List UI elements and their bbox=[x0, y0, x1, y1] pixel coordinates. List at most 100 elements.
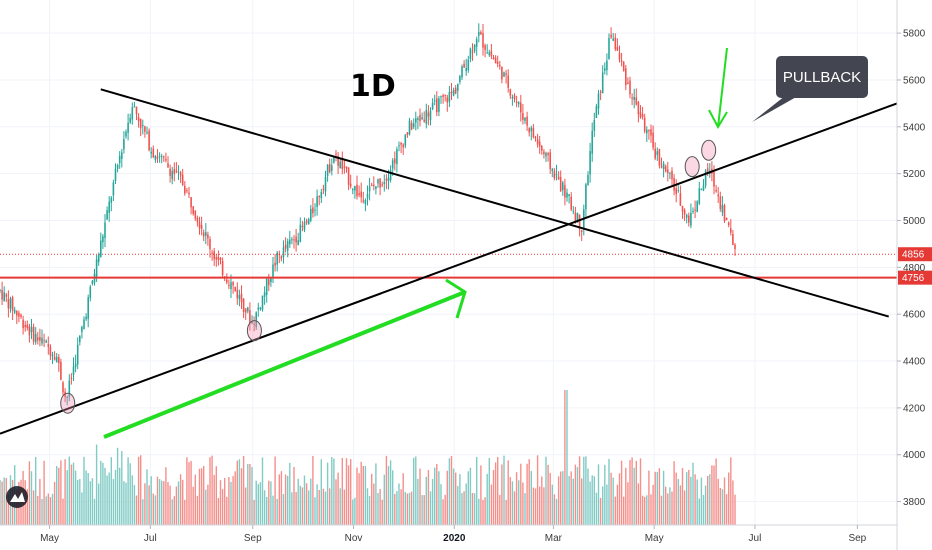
candle-body bbox=[616, 46, 619, 51]
candle-body bbox=[685, 214, 688, 218]
volume-bar bbox=[263, 490, 266, 525]
price-axis[interactable]: 3800 4000 4200 4400 4600 4800 5000 5200 5400 5600… bbox=[896, 0, 926, 550]
candle-body bbox=[28, 326, 31, 336]
candle-body bbox=[129, 117, 131, 123]
candle-body bbox=[156, 156, 159, 159]
candle-body bbox=[608, 37, 610, 60]
candle-body bbox=[574, 212, 577, 222]
candle-body bbox=[436, 98, 438, 113]
volume-bar bbox=[100, 460, 102, 525]
candle-body bbox=[232, 282, 234, 286]
volume-bar bbox=[471, 492, 474, 525]
candle-body bbox=[146, 132, 148, 134]
price-tick-label: 4000 bbox=[903, 450, 926, 461]
candle-body bbox=[389, 170, 392, 181]
candle-body bbox=[293, 239, 295, 241]
volume-bar bbox=[522, 482, 524, 525]
candle-body bbox=[408, 120, 411, 135]
volume-bar bbox=[295, 492, 297, 525]
volume-bar bbox=[68, 456, 70, 525]
candle-body bbox=[559, 177, 562, 191]
candle-body bbox=[415, 118, 417, 123]
candle-body bbox=[280, 256, 283, 259]
volume-bar bbox=[375, 463, 377, 525]
volume-bar bbox=[576, 467, 579, 525]
candle-body bbox=[612, 38, 614, 41]
candle-body bbox=[345, 166, 348, 169]
volume-bar bbox=[184, 499, 186, 525]
candle-body bbox=[480, 32, 482, 35]
candle-body bbox=[259, 307, 262, 310]
volume-bar bbox=[734, 494, 736, 525]
time-tick-label: Jul bbox=[749, 533, 762, 544]
volume-bar bbox=[717, 478, 719, 525]
volume-bar bbox=[198, 468, 201, 525]
volume-bar bbox=[446, 470, 448, 525]
candle-body bbox=[255, 312, 257, 328]
candle-body bbox=[179, 172, 182, 176]
candle-body bbox=[530, 127, 533, 132]
volume-bar bbox=[377, 493, 379, 525]
candle-body bbox=[314, 209, 316, 211]
volume-bar bbox=[140, 455, 142, 525]
candle-body bbox=[108, 201, 110, 213]
candle-body bbox=[520, 102, 522, 113]
candle-body bbox=[171, 170, 173, 180]
volume-bar bbox=[436, 464, 438, 525]
volume-bar bbox=[98, 483, 100, 525]
volume-bar bbox=[450, 456, 453, 525]
volume-bar bbox=[89, 481, 91, 525]
candle-body bbox=[406, 132, 409, 135]
candle-body bbox=[3, 292, 5, 302]
candle-body bbox=[387, 177, 390, 182]
volume-bar bbox=[144, 483, 146, 525]
volume-bar bbox=[303, 475, 306, 525]
candle-body bbox=[610, 34, 612, 38]
candle-body bbox=[553, 171, 556, 179]
volume-bar bbox=[524, 493, 526, 525]
volume-bar bbox=[612, 477, 614, 525]
volume-bar bbox=[492, 469, 495, 525]
candle-body bbox=[58, 357, 60, 364]
candle-body bbox=[635, 97, 638, 105]
volume-bar bbox=[161, 480, 163, 525]
candle-body bbox=[1, 289, 3, 300]
volume-bar bbox=[85, 470, 87, 525]
candle-body bbox=[297, 240, 299, 246]
volume-bar bbox=[236, 460, 238, 525]
candle-body bbox=[585, 184, 587, 210]
volume-bar bbox=[255, 480, 257, 525]
volume-bar bbox=[163, 481, 165, 525]
time-axis[interactable]: May Jul Sep Nov 2020 Mar May Jul Sep bbox=[0, 524, 897, 544]
volume-bar bbox=[148, 485, 150, 525]
volume-bar bbox=[310, 478, 312, 525]
candle-body bbox=[343, 166, 346, 168]
candle-body bbox=[721, 204, 724, 213]
volume-bar bbox=[251, 467, 253, 525]
time-tick-label: 2020 bbox=[443, 533, 466, 544]
volume-bar bbox=[270, 481, 272, 525]
candle-body bbox=[167, 163, 169, 168]
volume-bar bbox=[171, 499, 173, 525]
volume-bar bbox=[329, 488, 331, 525]
volume-bar bbox=[62, 498, 64, 525]
volume-bar bbox=[648, 470, 650, 525]
candle-body bbox=[379, 178, 381, 188]
candle-body bbox=[211, 252, 213, 254]
candle-body bbox=[572, 210, 575, 212]
volume-bar bbox=[404, 491, 406, 525]
time-tick-label: Nov bbox=[345, 533, 363, 544]
grid bbox=[0, 0, 897, 525]
candle-body bbox=[467, 59, 470, 71]
volume-bar bbox=[465, 483, 467, 525]
candle-body bbox=[444, 94, 446, 96]
candle-body bbox=[322, 188, 325, 190]
candle-body bbox=[341, 159, 344, 169]
candle-body bbox=[163, 156, 165, 158]
volume-bar bbox=[119, 467, 121, 525]
candle-body bbox=[696, 201, 698, 212]
candle-body bbox=[499, 64, 501, 67]
volume-bar bbox=[530, 471, 532, 525]
candlesticks bbox=[0, 23, 736, 406]
